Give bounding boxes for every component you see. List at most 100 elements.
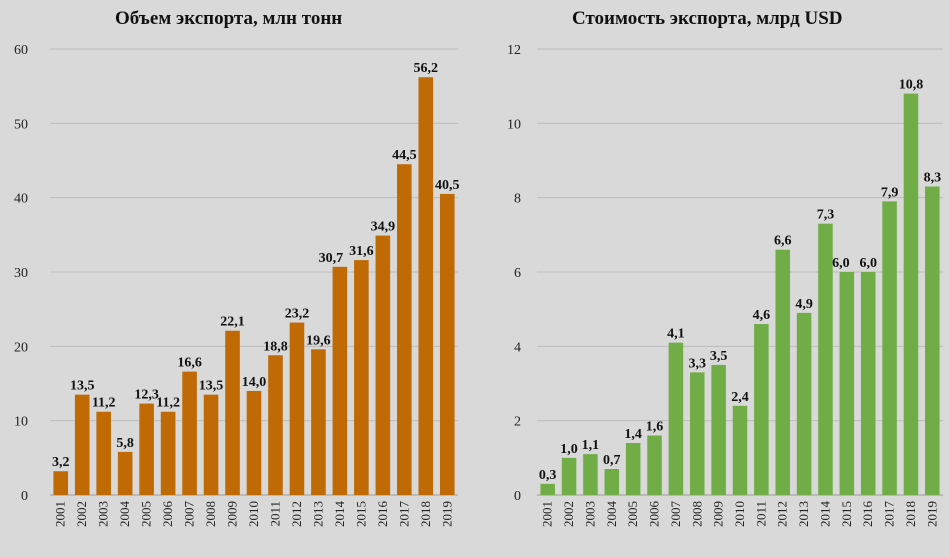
export-volume-data-label: 13,5 <box>70 379 95 394</box>
export-value-y-tick-label: 12 <box>507 43 521 58</box>
export-value-data-label: 4,1 <box>667 327 685 342</box>
export-value-y-tick-label: 0 <box>514 489 521 504</box>
export-volume-bar <box>246 390 262 495</box>
export-volume-x-tick-label: 2009 <box>225 501 240 527</box>
export-value-bar <box>561 457 577 495</box>
export-volume-x-tick-label: 2002 <box>74 501 89 527</box>
export-value-chart-title: Стоимость экспорта, млрд USD <box>572 8 843 29</box>
export-volume-x-tick-label: 2005 <box>139 501 154 527</box>
export-volume-x-tick-label: 2006 <box>160 501 175 528</box>
export-value-x-tick-label: 2008 <box>689 501 704 527</box>
export-volume-data-label: 19,6 <box>306 333 331 348</box>
export-value-x-tick-label: 2013 <box>796 501 811 527</box>
export-value-data-label: 10,8 <box>899 78 924 93</box>
export-value-x-tick-label: 2018 <box>903 501 918 527</box>
export-value-bar <box>689 372 705 495</box>
export-volume-bar <box>117 451 133 495</box>
export-volume-data-label: 34,9 <box>371 220 396 235</box>
export-volume-data-label: 40,5 <box>435 178 460 193</box>
export-volume-bar <box>332 266 348 495</box>
export-value-data-label: 0,7 <box>603 453 621 468</box>
export-volume-bar <box>354 260 369 495</box>
export-volume-x-tick-label: 2011 <box>267 501 282 527</box>
export-value-x-tick-label: 2009 <box>711 501 726 527</box>
export-volume-y-tick-label: 0 <box>21 489 28 504</box>
export-value-bar <box>796 312 812 495</box>
export-value-bar <box>583 454 598 495</box>
export-value-bar <box>839 272 855 495</box>
export-volume-data-label: 13,5 <box>199 379 224 394</box>
export-value-x-tick-label: 2006 <box>647 501 662 528</box>
export-value-x-tick-label: 2004 <box>604 501 619 528</box>
export-value-bar <box>540 483 555 495</box>
export-volume-x-tick-label: 2010 <box>246 501 261 527</box>
export-volume-bar <box>53 471 69 495</box>
export-volume-bar <box>182 371 197 495</box>
export-value-bar <box>604 468 620 495</box>
export-value-x-tick-label: 2019 <box>924 501 939 527</box>
export-volume-x-tick-label: 2001 <box>53 501 68 527</box>
export-volume-data-label: 16,6 <box>177 356 202 371</box>
export-volume-data-label: 5,8 <box>116 436 134 451</box>
export-value-y-tick-label: 4 <box>514 340 521 355</box>
export-value-x-tick-label: 2014 <box>817 501 832 528</box>
export-volume-bar <box>96 411 111 495</box>
export-volume-bar <box>225 330 240 495</box>
export-value-data-label: 2,4 <box>731 390 749 405</box>
export-volume-bar <box>439 193 455 495</box>
export-value-y-tick-label: 6 <box>514 266 521 281</box>
export-value-y-tick-label: 8 <box>514 192 521 207</box>
export-value-data-label: 1,6 <box>646 420 664 435</box>
export-value-bar <box>818 223 833 495</box>
export-value-data-label: 7,3 <box>817 208 835 223</box>
export-value-data-label: 4,9 <box>795 297 813 312</box>
export-volume-x-tick-label: 2018 <box>418 501 433 527</box>
export-value-x-tick-label: 2003 <box>582 501 597 527</box>
export-volume-bar <box>375 235 391 495</box>
export-value-x-tick-label: 2001 <box>540 501 555 527</box>
export-value-x-tick-label: 2015 <box>839 501 854 527</box>
export-value-bar <box>860 272 876 495</box>
export-value-x-tick-label: 2017 <box>882 501 897 528</box>
export-value-bar <box>647 435 662 495</box>
export-volume-y-tick-label: 20 <box>14 340 28 355</box>
export-value-bar <box>754 324 769 495</box>
export-volume-data-label: 11,2 <box>156 396 180 411</box>
export-volume-data-label: 3,2 <box>52 455 70 470</box>
export-value-x-tick-label: 2010 <box>732 501 747 527</box>
export-volume-bar <box>160 411 176 495</box>
export-volume-bar <box>311 349 326 495</box>
export-value-data-label: 1,4 <box>624 427 642 442</box>
export-value-x-tick-label: 2007 <box>668 501 683 528</box>
export-volume-data-label: 30,7 <box>319 251 344 266</box>
export-volume-bar <box>74 394 90 495</box>
export-volume-bar <box>139 403 154 495</box>
export-value-data-label: 1,0 <box>560 442 578 457</box>
export-volume-x-tick-label: 2008 <box>203 501 218 527</box>
export-volume-x-tick-label: 2017 <box>396 501 411 528</box>
export-volume-x-tick-label: 2007 <box>182 501 197 528</box>
export-value-bar <box>625 442 641 495</box>
export-volume-data-label: 23,2 <box>285 307 310 322</box>
export-value-data-label: 6,0 <box>859 256 877 271</box>
export-value-data-label: 3,3 <box>689 356 707 371</box>
export-value-data-label: 0,3 <box>539 468 557 483</box>
export-value-x-tick-label: 2011 <box>753 501 768 527</box>
export-value-data-label: 3,5 <box>710 349 728 364</box>
export-value-data-label: 4,6 <box>753 308 771 323</box>
export-value-bar <box>903 93 919 495</box>
export-volume-y-tick-label: 40 <box>14 192 28 207</box>
export-volume-x-tick-label: 2014 <box>332 501 347 528</box>
export-volume-x-tick-label: 2004 <box>117 501 132 528</box>
export-volume-bar <box>203 394 219 495</box>
export-volume-data-label: 12,3 <box>134 388 159 403</box>
export-value-bar <box>775 249 791 495</box>
export-value-bar <box>925 186 940 495</box>
export-volume-data-label: 31,6 <box>349 244 374 259</box>
export-volume-y-tick-label: 10 <box>14 415 28 430</box>
export-value-bar <box>711 364 726 495</box>
export-volume-y-tick-label: 30 <box>14 266 28 281</box>
export-volume-x-tick-label: 2012 <box>289 501 304 527</box>
